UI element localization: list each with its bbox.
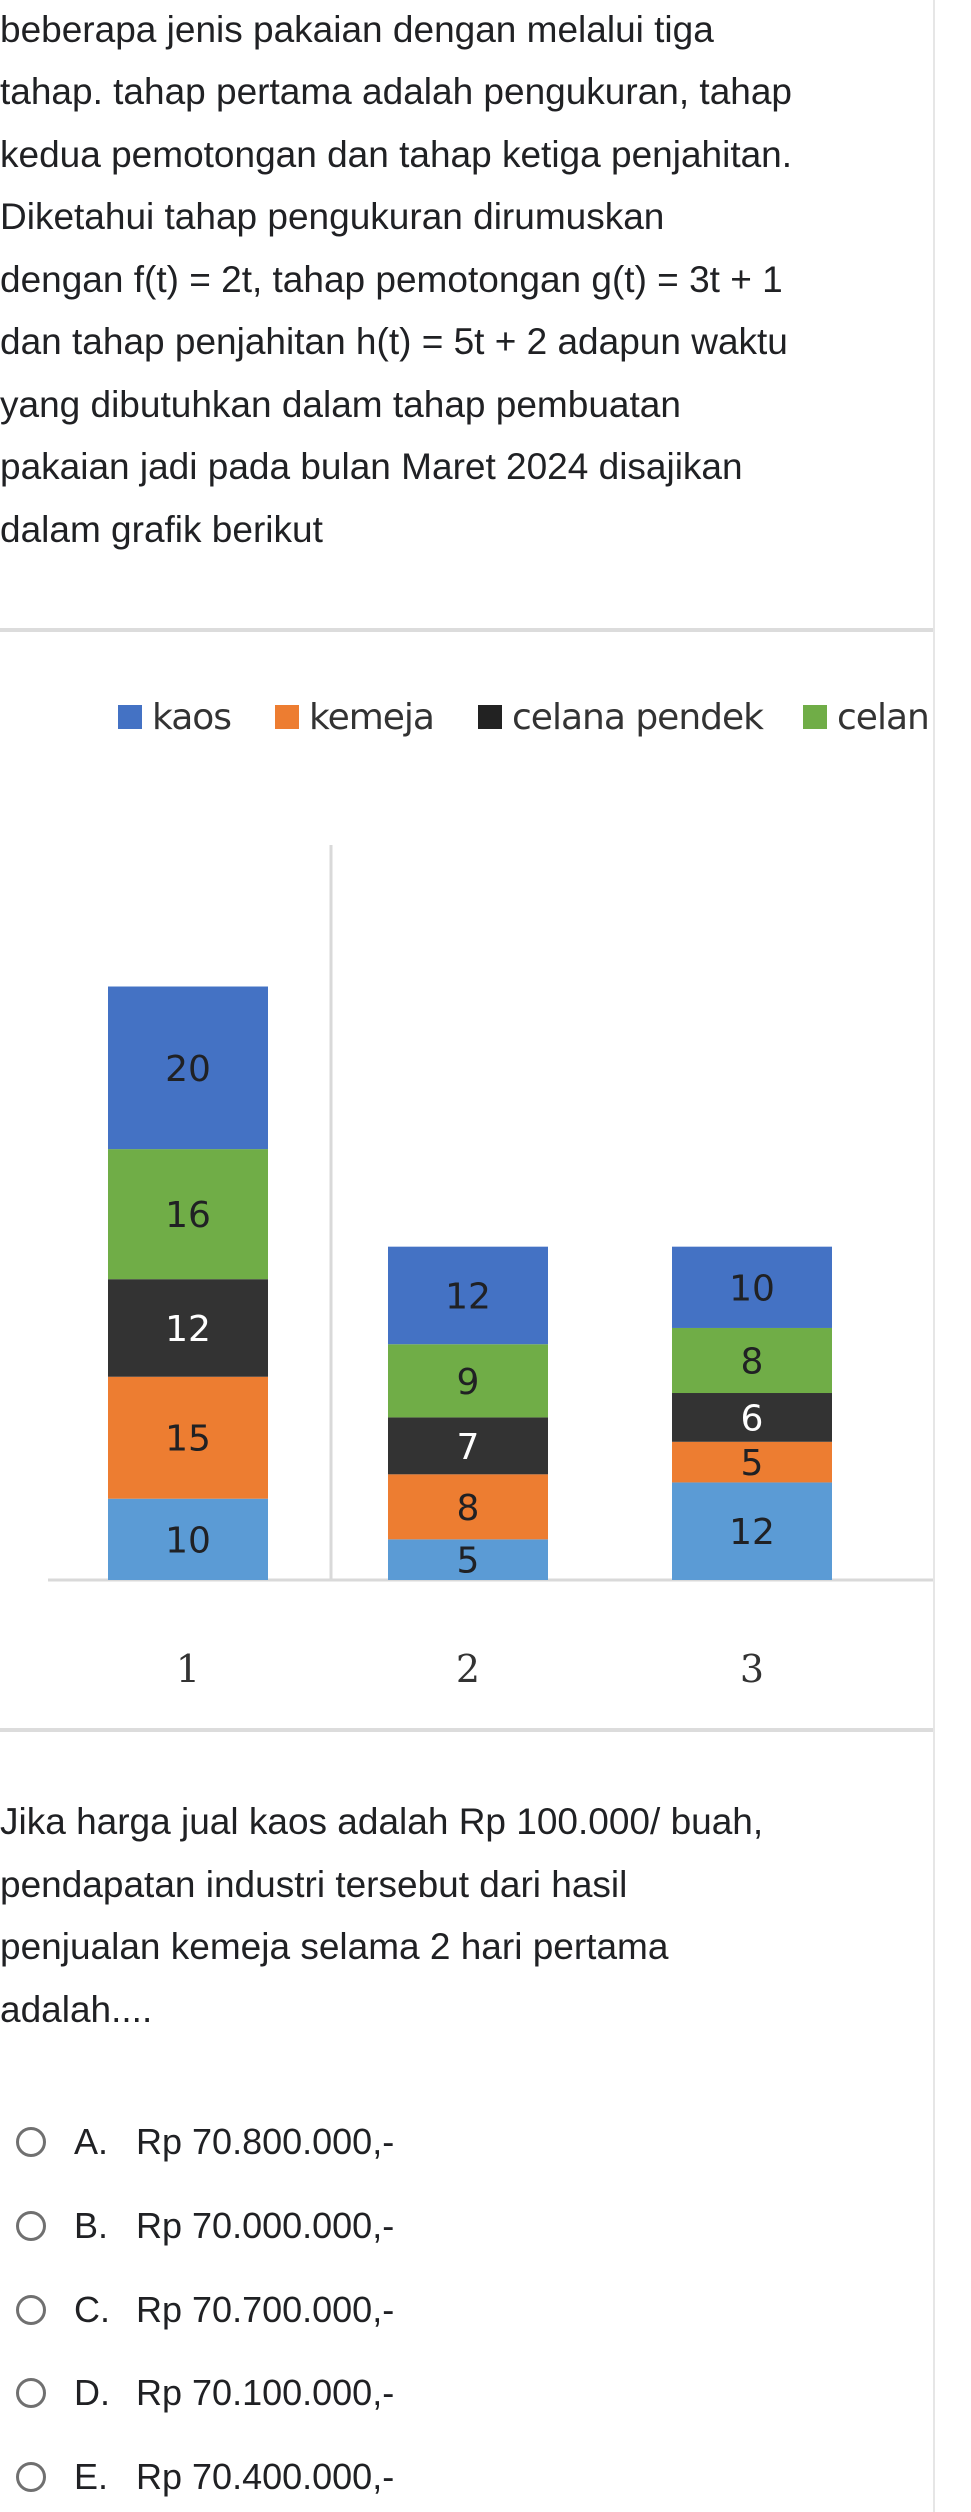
option-c[interactable]: C. Rp 70.700.000,- [16,2280,394,2340]
bar-segment [672,1393,832,1442]
legend-item: celan [803,692,930,742]
intro-line: dalam grafik berikut [0,509,323,550]
chart-legend: kaos kemeja celana pendek celan [0,692,933,742]
bar-segment [108,1498,268,1580]
intro-line: kedua pemotongan dan tahap ketiga penjah… [0,134,793,175]
panel-border [933,0,935,2512]
option-e[interactable]: E. Rp 70.400.000,- [16,2447,394,2507]
category-label: 3 [740,1647,764,1691]
bar-segment [672,1441,832,1483]
bar-segment [672,1327,832,1394]
bar-segment [388,1246,548,1345]
radio-button[interactable] [16,2127,46,2157]
bar-segment [672,1482,832,1580]
option-text: Rp 70.100.000,- [136,2372,395,2413]
bar-segment [108,1279,268,1377]
bar-segment [672,1246,832,1328]
data-label: 8 [457,1488,480,1529]
bar-segment [388,1474,548,1540]
intro-line: dan tahap penjahitan h(t) = 5t + 2 adapu… [0,321,788,362]
option-d[interactable]: D. Rp 70.100.000,- [16,2363,394,2423]
intro-line: pakaian jadi pada bulan Maret 2024 disaj… [0,446,743,487]
legend-swatch [118,705,142,729]
legend-item: kemeja [275,692,435,742]
question-line: Jika harga jual kaos adalah Rp 100.000/ … [0,1801,764,1842]
data-label: 10 [729,1268,775,1309]
option-letter: C. [74,2289,110,2330]
bar-segment [388,1344,548,1418]
data-label: 5 [457,1541,480,1582]
legend-label: kaos [152,696,232,738]
legend-label: celan [837,696,930,738]
intro-line: dengan f(t) = 2t, tahap pemotongan g(t) … [0,259,783,300]
option-text: Rp 70.700.000,- [136,2289,395,2330]
option-a[interactable]: A. Rp 70.800.000,- [16,2112,394,2172]
data-label: 10 [165,1520,211,1561]
legend-swatch [275,705,299,729]
data-label: 5 [741,1443,764,1484]
bar-segment [388,1539,548,1580]
intro-line: tahap. tahap pertama adalah pengukuran, … [0,71,793,112]
intro-line: Diketahui tahap pengukuran dirumuskan [0,196,665,237]
category-label: 2 [456,1647,480,1691]
option-letter: E. [74,2456,109,2497]
legend-item: celana pendek [478,692,764,742]
legend-item: kaos [118,692,232,742]
data-label: 12 [445,1276,491,1317]
data-label: 12 [165,1309,211,1350]
bar-segment [108,1149,268,1280]
option-text: Rp 70.800.000,- [136,2121,395,2162]
option-letter: A. [74,2121,109,2162]
option-b[interactable]: B. Rp 70.000.000,- [16,2196,394,2256]
category-label: 1 [176,1647,200,1691]
option-text: Rp 70.000.000,- [136,2205,395,2246]
bar-segment [108,1376,268,1499]
option-letter: D. [74,2372,110,2413]
divider [0,628,933,632]
radio-button[interactable] [16,2211,46,2241]
option-text: Rp 70.400.000,- [136,2456,395,2497]
radio-button[interactable] [16,2462,46,2492]
intro-line: beberapa jenis pakaian dengan melalui ti… [0,9,714,50]
legend-label: kemeja [309,696,435,738]
option-letter: B. [74,2205,109,2246]
data-label: 6 [741,1398,764,1439]
data-label: 16 [165,1195,211,1236]
bar-segment [388,1417,548,1475]
radio-button[interactable] [16,2295,46,2325]
question-line: adalah.... [0,1989,153,2030]
question-line: pendapatan industri tersebut dari hasil [0,1864,628,1905]
divider [0,1728,933,1732]
question-line: penjualan kemeja selama 2 hari pertama [0,1926,669,1967]
bar-segment [108,986,268,1150]
legend-label: celana pendek [512,696,764,738]
data-label: 8 [741,1341,764,1382]
data-label: 20 [165,1049,211,1090]
intro-line: yang dibutuhkan dalam tahap pembuatan [0,384,681,425]
data-label: 9 [457,1362,480,1403]
data-label: 12 [729,1512,775,1553]
legend-swatch [478,705,502,729]
data-label: 7 [457,1427,480,1468]
legend-swatch [803,705,827,729]
data-label: 15 [165,1419,211,1460]
radio-button[interactable] [16,2378,46,2408]
